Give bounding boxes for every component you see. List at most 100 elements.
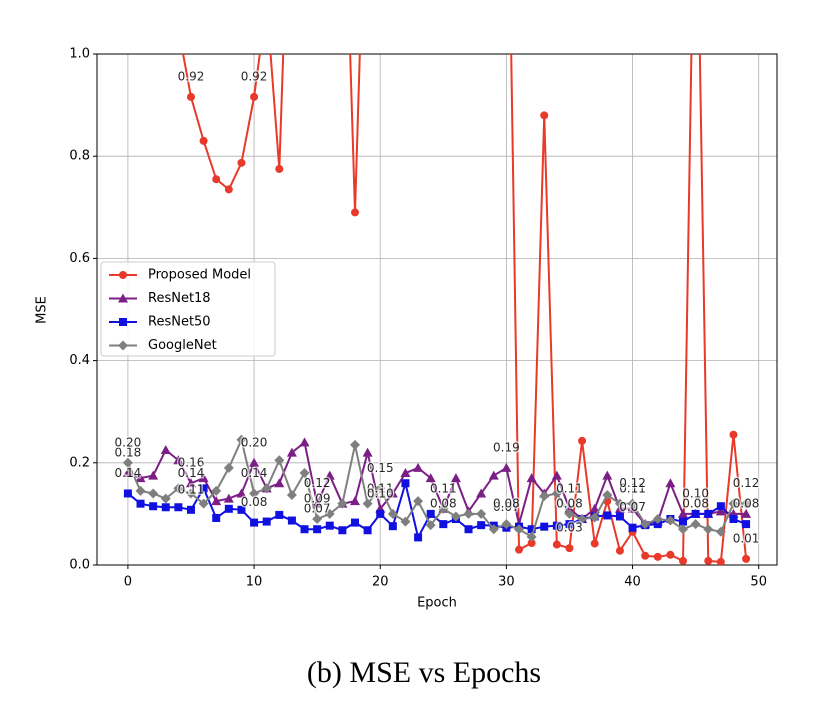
point [615,546,624,555]
point [590,539,599,548]
point [715,506,726,516]
legend-label: ResNet50 [148,315,211,330]
point [349,439,360,450]
point [224,185,233,194]
point [665,515,676,526]
point [640,519,651,530]
point [387,508,398,519]
point [602,489,613,500]
legend-label: ResNet18 [148,291,211,306]
plot-area: 0.92 0.920.030.010.180.160.200.12 0.110.19… [113,24,761,565]
point [324,508,335,519]
point [653,520,662,529]
value-label: 0.08 [430,497,457,511]
point [464,525,473,534]
value-label: 0.20 [115,435,142,449]
point [185,488,196,499]
point [274,455,285,466]
value-label: 0.11 [178,482,205,496]
y-axis-label: MSE [35,296,50,324]
point [136,499,145,508]
point [387,488,398,498]
point [161,503,170,512]
point [426,509,435,518]
point [551,470,562,480]
value-label: 0.10 [682,486,709,500]
legend-marker [119,271,127,279]
chart-title: (b) MSE vs Epochs [307,656,541,689]
point [250,92,259,101]
point [223,493,234,503]
point [362,498,373,509]
point [728,498,739,509]
value-label: 0.12 [733,476,760,490]
series-line [182,54,748,564]
legend-marker [118,340,128,351]
value-label: 0.18 [115,446,142,460]
point [249,488,260,499]
legend-marker [119,318,127,326]
value-label: 0.14 [241,466,268,480]
point [742,554,751,563]
y-tick-label: 0.4 [69,353,90,368]
point [211,485,222,496]
y-tick-label: 0.8 [69,149,90,164]
point [716,502,725,511]
value-label: 0.07 [304,502,331,516]
point [349,496,360,506]
value-label: 0.12 [619,476,646,490]
legend-marker [118,293,128,303]
point [653,552,662,561]
point [174,503,183,512]
point [211,496,222,506]
point [185,478,196,488]
point [602,470,613,480]
y-tick-label: 0.2 [69,455,90,470]
value-label: 0.01 [733,531,760,545]
point [324,470,335,480]
point [741,508,752,518]
point [174,24,182,32]
value-label: 0.11 [556,481,583,495]
point [250,518,259,527]
y-tick-label: 1.0 [69,47,90,62]
point [551,488,562,499]
value-label: 0.19 [493,440,520,454]
point [287,516,296,525]
x-tick-label: 20 [372,575,389,590]
point [313,525,322,534]
x-tick-label: 40 [624,575,641,590]
point [729,430,738,439]
point [691,509,700,518]
point [641,551,650,560]
point [400,468,411,478]
point [627,498,638,509]
point [337,498,348,509]
point [716,557,725,565]
point [401,479,410,488]
point [160,445,171,455]
point [552,521,561,530]
point [666,550,675,559]
point [439,520,448,529]
point [678,508,689,518]
x-tick-label: 50 [750,575,767,590]
point [450,511,461,522]
point [173,455,184,465]
point [678,524,689,535]
point [515,545,524,554]
point [198,498,209,509]
point [589,512,600,523]
point [350,518,359,527]
x-tick-label: 30 [498,575,515,590]
point [742,520,751,529]
value-label: 0.11 [430,481,457,495]
y-tick-label: 0.0 [69,558,90,573]
point [186,505,195,514]
point [540,111,549,120]
point [615,512,624,521]
value-label: 0.08 [556,497,583,511]
legend-box [100,261,276,357]
point [237,158,246,167]
